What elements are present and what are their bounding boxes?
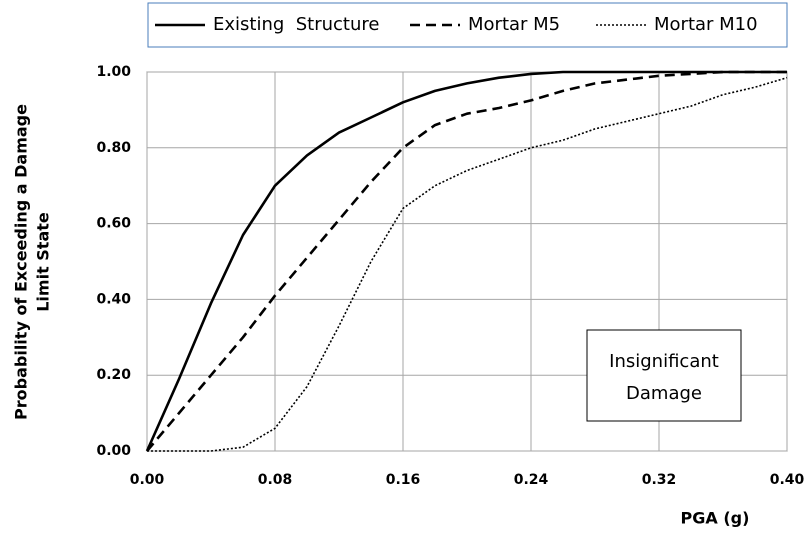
x-tick-label: 0.32 bbox=[642, 472, 677, 488]
annotation-text: Insignificant bbox=[609, 351, 719, 372]
x-tick-label: 0.24 bbox=[514, 472, 549, 488]
y-tick-label: 0.00 bbox=[96, 443, 131, 459]
x-tick-label: 0.40 bbox=[770, 472, 805, 488]
annotation-text: Damage bbox=[626, 383, 702, 404]
x-tick-label: 0.08 bbox=[258, 472, 293, 488]
x-tick-label: 0.16 bbox=[386, 472, 421, 488]
y-tick-label: 1.00 bbox=[96, 64, 131, 80]
legend-label: Existing Structure bbox=[213, 14, 379, 35]
y-axis-label: Limit State bbox=[34, 212, 53, 312]
series-line bbox=[145, 70, 787, 452]
legend-label: Mortar M5 bbox=[468, 14, 560, 35]
legend-box bbox=[147, 2, 788, 48]
y-tick-label: 0.80 bbox=[96, 140, 131, 156]
series-line bbox=[147, 76, 788, 452]
legend-label: Mortar M10 bbox=[654, 14, 758, 35]
series-line bbox=[146, 70, 787, 452]
y-axis-label: Probability of Exceeding a Damage bbox=[12, 104, 31, 420]
annotation-box bbox=[586, 329, 742, 422]
x-tick-label: 0.00 bbox=[130, 472, 165, 488]
y-tick-label: 0.60 bbox=[96, 216, 131, 232]
y-tick-label: 0.40 bbox=[96, 291, 131, 307]
x-axis-label: PGA (g) bbox=[681, 509, 750, 528]
y-tick-label: 0.20 bbox=[96, 367, 131, 383]
